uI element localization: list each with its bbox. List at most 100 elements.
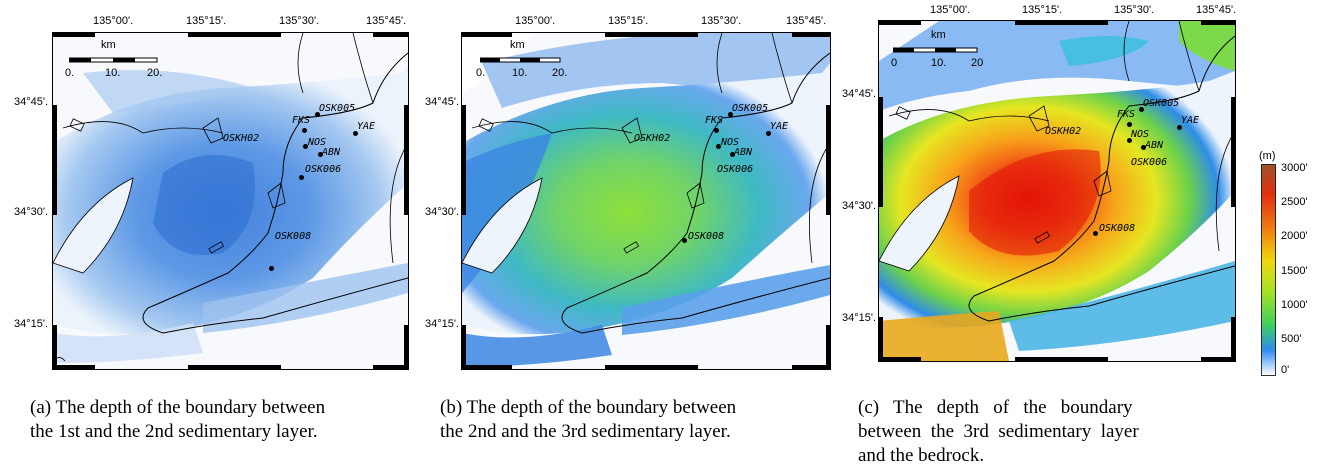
- station-label: OSK005: [732, 103, 769, 114]
- scale-tick: 0: [891, 57, 898, 69]
- station-label: YAE: [1181, 115, 1200, 126]
- scale-bar: km 0. 10. 20.: [474, 39, 584, 79]
- lon-label: 135°45'.: [786, 15, 827, 27]
- station-marker: [1127, 138, 1132, 143]
- lon-label: 135°45'.: [366, 15, 407, 27]
- station-label: ABN: [1145, 140, 1164, 151]
- scale-bar: km 0 10. 20: [887, 29, 997, 69]
- scale-bar-graphic: [480, 57, 561, 63]
- lat-label: 34°15'.: [424, 318, 459, 330]
- lat-label: 34°30'.: [841, 200, 876, 212]
- depth-map: [879, 21, 1235, 361]
- scale-tick: 10.: [105, 67, 121, 79]
- caption-line: the 1st and the 2nd sedimentary layer.: [30, 421, 318, 442]
- colorbar-tick: 500': [1281, 333, 1302, 345]
- scale-tick: 0.: [65, 67, 75, 79]
- lat-label: 34°15'.: [841, 312, 876, 324]
- station-marker: [303, 144, 308, 149]
- station-marker: [1127, 122, 1132, 127]
- station-label: OSK008: [688, 231, 725, 242]
- station-label: OSKH02: [1045, 126, 1082, 137]
- caption-line: (a) The depth of the boundary between: [30, 397, 326, 418]
- lon-label: 135°15'.: [186, 15, 227, 27]
- station-label: FKS: [1117, 109, 1136, 120]
- panel-b: 135°00'. 135°15'. 135°30'. 135°45'. 34°4…: [416, 0, 846, 470]
- station-marker: [353, 131, 358, 136]
- station-marker: [269, 266, 274, 271]
- lon-label: 135°45'.: [1196, 4, 1237, 16]
- lon-label: 135°30'.: [1114, 4, 1155, 16]
- lat-label: 34°45'.: [424, 96, 459, 108]
- station-marker: [1139, 107, 1144, 112]
- caption: (a) The depth of the boundary between th…: [30, 396, 430, 444]
- lat-label: 34°30'.: [424, 206, 459, 218]
- station-marker: [1177, 125, 1182, 130]
- panel-a: 135°00'. 135°15'. 135°30'. 135°45'. 34°4…: [0, 0, 430, 470]
- station-label: OSK005: [319, 103, 356, 114]
- colorbar-tick: 1500': [1281, 265, 1308, 277]
- station-marker: [730, 152, 735, 157]
- scale-tick: 10.: [931, 57, 947, 69]
- caption-line: (b) The depth of the boundary between: [440, 397, 737, 418]
- caption-line: the 2nd and the 3rd sedimentary layer.: [440, 421, 731, 442]
- station-label: OSKH02: [223, 133, 260, 144]
- station-label: OSK008: [275, 231, 312, 242]
- lon-label: 135°30'.: [279, 15, 320, 27]
- lat-label: 34°45'.: [841, 88, 876, 100]
- caption: (c) The depth of the boundary between th…: [858, 396, 1238, 468]
- map-frame: km 0. 10. 20. OSK005 FKS YAE OSKH02 NOS …: [52, 32, 409, 370]
- colorbar: (m) 3000' 2500' 2000' 1500' 1000' 500' 0…: [1255, 150, 1323, 380]
- station-marker: [318, 152, 323, 157]
- lat-label: 34°45'.: [13, 96, 48, 108]
- station-marker: [1093, 231, 1098, 236]
- station-label: FKS: [705, 115, 724, 126]
- colorbar-tick: 2500': [1281, 196, 1308, 208]
- scale-unit: km: [101, 39, 116, 51]
- lat-label: 34°30'.: [13, 206, 48, 218]
- station-marker: [682, 238, 687, 243]
- lon-label: 135°30'.: [701, 15, 742, 27]
- scale-tick: 20: [971, 57, 984, 69]
- scale-tick: 10.: [512, 67, 528, 79]
- station-label: OSK006: [717, 164, 754, 175]
- scale-bar-graphic: [69, 57, 158, 63]
- caption-line: and the bedrock.: [858, 445, 985, 466]
- scale-tick: 20.: [552, 67, 568, 79]
- lon-label: 135°00'.: [93, 15, 134, 27]
- scale-unit: km: [510, 39, 525, 51]
- station-marker: [714, 128, 719, 133]
- station-label: NOS: [308, 137, 327, 148]
- station-label: NOS: [721, 137, 740, 148]
- colorbar-tick: 1000': [1281, 299, 1308, 311]
- caption-line: (c) The depth of the boundary: [858, 397, 1133, 418]
- depth-map: [53, 33, 408, 369]
- colorbar-unit: (m): [1259, 150, 1276, 162]
- station-marker: [1141, 145, 1146, 150]
- lon-label: 135°15'.: [608, 15, 649, 27]
- station-label: NOS: [1131, 129, 1150, 140]
- lat-label: 34°15'.: [13, 318, 48, 330]
- colorbar-tick: 0': [1281, 364, 1290, 376]
- colorbar-gradient: [1261, 164, 1276, 376]
- station-marker: [299, 175, 304, 180]
- station-label: OSK005: [1143, 98, 1180, 109]
- scale-tick: 0.: [476, 67, 486, 79]
- station-label: YAE: [357, 121, 376, 132]
- colorbar-tick: 3000': [1281, 162, 1308, 174]
- lon-label: 135°00'.: [515, 15, 556, 27]
- scale-unit: km: [931, 29, 946, 41]
- panel-c: 135°00'. 135°15'. 135°30'. 135°45'. 34°4…: [830, 0, 1240, 470]
- lon-label: 135°00'.: [930, 4, 971, 16]
- station-label: OSKH02: [634, 133, 671, 144]
- station-label: ABN: [734, 147, 753, 158]
- station-label: OSK008: [1099, 223, 1136, 234]
- depth-map: [462, 33, 830, 369]
- station-label: FKS: [292, 115, 311, 126]
- colorbar-tick: 2000': [1281, 230, 1308, 242]
- scale-bar-graphic: [893, 47, 978, 53]
- station-marker: [315, 112, 320, 117]
- map-frame: km 0. 10. 20. OSK005 FKS YAE OSKH02 NOS …: [461, 32, 831, 370]
- scale-bar: km 0. 10. 20.: [63, 39, 173, 79]
- station-marker: [728, 112, 733, 117]
- scale-tick: 20.: [147, 67, 163, 79]
